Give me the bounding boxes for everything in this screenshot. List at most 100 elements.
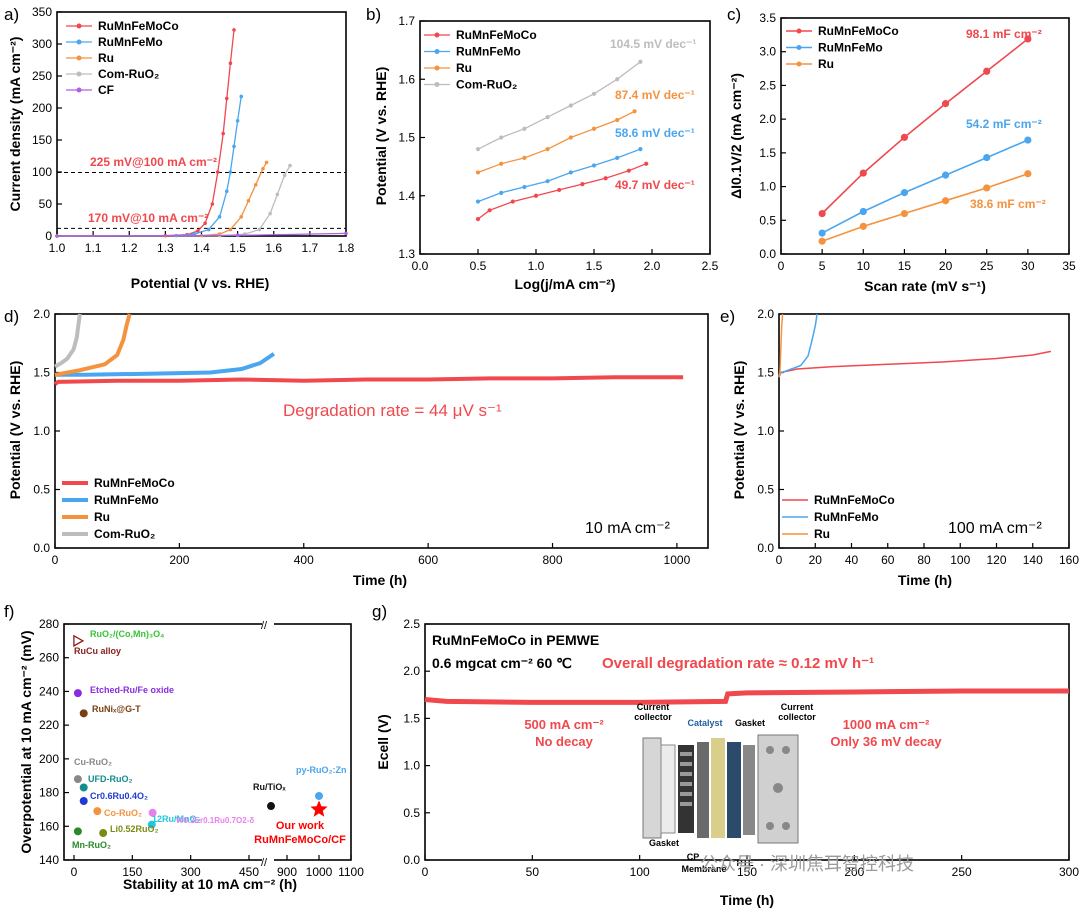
series-d-comruo <box>54 313 82 369</box>
g-ytick-label: 2.0 <box>403 664 420 678</box>
our-work-label-1: Our work <box>276 820 325 832</box>
g-xtick-label: 50 <box>526 865 540 879</box>
point-a <box>246 199 251 203</box>
panel-e-condition: 100 mA cm⁻² <box>948 520 1042 537</box>
legend-label: Com-RuO₂ <box>456 78 517 92</box>
a-ytick-label: 0 <box>45 229 52 243</box>
c-ytick-label: 3.5 <box>759 11 776 25</box>
annotation-100: 225 mV@100 mA cm⁻² <box>90 155 217 169</box>
b-ytick-label: 1.5 <box>398 131 415 145</box>
a-xtick-label: 1.2 <box>121 241 138 255</box>
label-coruo: Co-RuO₂ <box>104 808 142 818</box>
point-b <box>545 179 550 184</box>
legend-label: RuMnFeMo <box>94 493 159 507</box>
legend-marker <box>796 61 802 67</box>
panel-e-ylabel: Potential (V vs. RHE) <box>731 361 747 499</box>
cdl-ru: 38.6 mF cm⁻² <box>970 197 1046 211</box>
cdl-rumnfemoco: 98.1 mF cm⁻² <box>966 27 1042 41</box>
f-ytick-label: 240 <box>39 684 59 698</box>
d-xtick-label: 600 <box>418 553 438 567</box>
pemwe-title: RuMnFeMoCo in PEMWE <box>432 632 599 648</box>
point-c <box>983 184 991 192</box>
e-xtick-label: 20 <box>809 553 823 567</box>
point-a <box>215 170 220 174</box>
f-ytick-label: 140 <box>39 853 59 867</box>
f-ytick-label: 260 <box>39 651 59 665</box>
d-ytick-label: 0.0 <box>33 541 50 555</box>
point-b <box>475 147 481 152</box>
legend-label: Com-RuO₂ <box>98 67 159 81</box>
legend-marker <box>76 71 82 77</box>
a-xtick-label: 1.3 <box>157 241 174 255</box>
segment-1-label: 500 mA cm⁻² <box>524 717 604 732</box>
c-xtick-label: 30 <box>1021 259 1035 273</box>
g-ytick-label: 0.0 <box>403 853 420 867</box>
legend-label: Ru <box>456 61 472 75</box>
point-b <box>568 103 573 108</box>
panel-g-label: g) <box>372 602 387 621</box>
legend-label: RuMnFeMoCo <box>814 493 895 507</box>
point-b <box>499 190 504 195</box>
d-ytick-label: 1.5 <box>33 366 50 380</box>
point-c <box>1024 170 1032 178</box>
point-a <box>235 233 240 238</box>
c-ytick-label: 2.5 <box>759 78 776 92</box>
b-xtick-label: 1.0 <box>528 259 545 273</box>
b-xtick-label: 0.0 <box>412 259 429 273</box>
legend-label: Ru <box>98 51 114 65</box>
point-a <box>239 215 244 219</box>
e-ytick-label: 0.0 <box>757 541 774 555</box>
panel-g: g) 0 50 100 150 200 250 3000.00.51.01.52.02.5 … <box>372 602 1079 908</box>
marker-rutio <box>267 802 275 811</box>
pemwe-annotation: Overall degradation rate ≈ 0.12 mV h⁻¹ <box>602 655 874 672</box>
label-ruocomno: RuO₂/(Co,Mn)₃O₄ <box>90 629 164 639</box>
inset-label: Catalyst <box>687 718 722 728</box>
label-cr06ru04o: Cr0.6Ru0.4O₂ <box>90 791 148 801</box>
point-b <box>475 170 481 175</box>
point-a <box>196 229 200 233</box>
panel-b: b) 0.0 0.5 1.0 1.5 2.0 2.5 1.3 1.4 1.5 1.6 1.7 RuM… <box>366 5 719 292</box>
panel-c-ylabel: ΔI0.1V/2 (mA cm⁻²) <box>728 73 744 199</box>
legend-label: Ru <box>814 527 830 541</box>
f-xtick-label: 450 <box>239 865 259 879</box>
panel-e: e) 0 20 40 60 80 100 120 140 1600.00.51.01.52.0 … <box>720 307 1079 588</box>
panel-d-xlabel: Time (h) <box>353 572 407 588</box>
label-mnruo: Mn-RuO₂ <box>72 840 111 850</box>
point-c <box>941 197 950 205</box>
point-b <box>632 109 637 114</box>
watermark: 公众号 · 深圳焦耳智控科技 <box>700 854 914 874</box>
e-ytick-label: 2.0 <box>757 307 774 321</box>
point-c <box>859 222 867 230</box>
panel-d-condition: 10 mA cm⁻² <box>585 520 671 537</box>
point-a <box>206 227 211 232</box>
slope-rumnfemoco: 49.7 mV dec⁻¹ <box>615 178 695 192</box>
c-ytick-label: 1.0 <box>759 180 776 194</box>
point-a <box>282 173 287 178</box>
point-a <box>228 170 233 174</box>
e-xtick-label: 140 <box>1023 553 1043 567</box>
a-xtick-label: 1.5 <box>229 241 246 255</box>
f-ytick-label: 160 <box>39 819 59 833</box>
legend-marker <box>796 45 802 50</box>
point-b <box>615 77 620 82</box>
point-c <box>1024 35 1032 43</box>
marker-cr06ru04o <box>79 797 88 805</box>
marker-pyruozn <box>315 791 323 800</box>
e-xtick-label: 40 <box>845 553 859 567</box>
legend-marker <box>434 49 440 54</box>
point-c <box>859 169 867 177</box>
point-b <box>568 135 573 140</box>
panel-g-xlabel: Time (h) <box>720 892 774 908</box>
slope-rumnfemo: 58.6 mV dec⁻¹ <box>615 126 695 140</box>
g-xtick-label: 100 <box>630 865 650 879</box>
panel-a: a) 1.0 1.1 1.2 1.3 1.4 1.5 1.6 1.7 1.8 0 50 100 150 2… <box>4 5 355 291</box>
point-b <box>487 208 492 213</box>
point-b <box>545 147 550 152</box>
degradation-annotation: Degradation rate = 44 μV s⁻¹ <box>283 401 502 420</box>
c-xtick-label: 10 <box>857 259 871 273</box>
a-ytick-label: 100 <box>32 165 52 179</box>
f-xtick-label: 300 <box>181 865 201 879</box>
legend-label: Ru <box>94 510 110 524</box>
label-etchedrufeoxide: Etched-Ru/Fe oxide <box>90 685 174 695</box>
panel-g-ylabel: Ecell (V) <box>375 714 391 769</box>
